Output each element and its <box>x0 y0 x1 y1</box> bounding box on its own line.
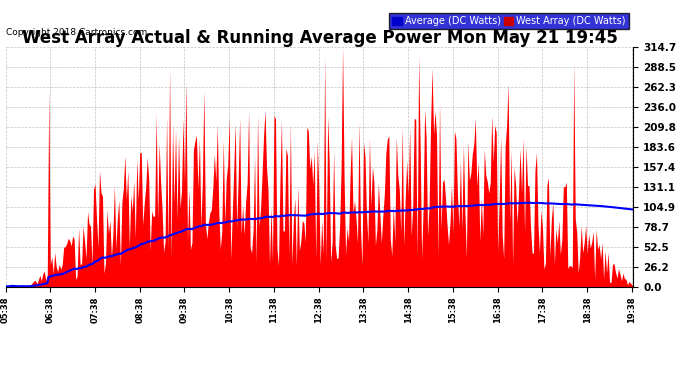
Title: West Array Actual & Running Average Power Mon May 21 19:45: West Array Actual & Running Average Powe… <box>21 29 618 47</box>
Legend: Average (DC Watts), West Array (DC Watts): Average (DC Watts), West Array (DC Watts… <box>389 13 629 29</box>
Text: Copyright 2018 Cartronics.com: Copyright 2018 Cartronics.com <box>6 28 147 37</box>
